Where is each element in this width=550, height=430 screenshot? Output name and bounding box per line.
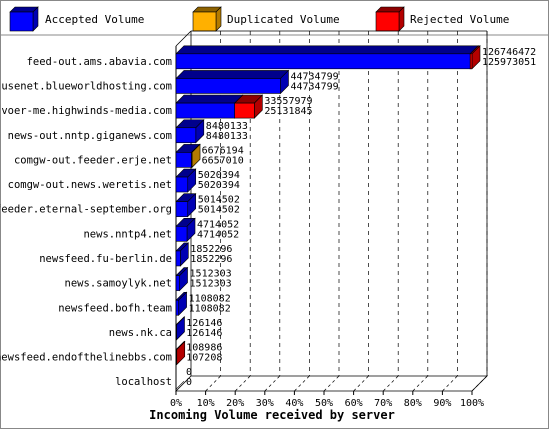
value-label-accepted: 1512303: [190, 279, 232, 290]
bar-segment-accepted-volume: [175, 192, 197, 218]
bar-segment-accepted-volume: [175, 119, 205, 144]
bar-segment-accepted-volume: [175, 242, 190, 267]
bar-empty: [175, 380, 185, 390]
x-tick-label: 30%: [256, 398, 274, 409]
value-label-accepted: 8480133: [206, 131, 248, 142]
value-label-accepted: 125973051: [482, 57, 536, 68]
value-label-accepted: 1108082: [189, 303, 231, 314]
value-label-accepted: 1852296: [190, 254, 232, 265]
value-label-accepted: 126146: [186, 328, 222, 339]
value-label-total: 1852296: [190, 244, 232, 255]
left-top-edge: [175, 30, 192, 47]
value-label-accepted: 44734799: [290, 81, 338, 92]
legend-item-duplicated: Duplicated Volume: [192, 6, 340, 32]
bar-segment-accepted-volume: [175, 94, 244, 119]
value-label-total: 4714052: [197, 219, 239, 230]
orange-cube-icon: [192, 6, 222, 32]
bar-segment-accepted-volume: [175, 291, 188, 316]
value-label-accepted: 107208: [186, 353, 222, 364]
category-label: comgw-out.news.weretis.net: [8, 179, 172, 191]
category-label: news.nntp4.net: [83, 228, 172, 240]
value-label-total: 5014502: [198, 195, 240, 206]
category-label: news.samoylyk.net: [65, 278, 172, 290]
red-cube-icon: [375, 6, 405, 32]
legend-item-rejected: Rejected Volume: [375, 6, 509, 32]
value-label-accepted: 5020394: [198, 180, 240, 191]
category-label: feed-out.ams.abavia.com: [27, 56, 172, 68]
bar-segment-rejected-volume: [233, 94, 264, 119]
bar-segment-rejected-volume: [469, 45, 481, 70]
category-label: news-out.nntp.giganews.com: [8, 130, 172, 142]
category-label: localhost: [115, 376, 172, 388]
value-label-total: 8480133: [206, 121, 248, 132]
x-tick-label: 100%: [460, 398, 484, 409]
bar-segment-accepted-volume: [175, 316, 186, 341]
bar-segment-rejected-volume: [175, 340, 186, 366]
bar-segment-accepted-volume: [175, 168, 197, 193]
legend-label-rejected: Rejected Volume: [410, 13, 509, 26]
x-tick-label: 60%: [345, 398, 363, 409]
value-label-total: 126746472: [482, 47, 536, 58]
legend-item-accepted: Accepted Volume: [9, 6, 144, 32]
bar-segment-accepted-volume: [175, 217, 196, 243]
value-label-total: 1108082: [189, 293, 231, 304]
value-label-total: 0: [186, 367, 192, 378]
category-label: newsfeed.bofh.team: [58, 302, 172, 314]
x-axis-title: Incoming Volume received by server: [149, 408, 395, 422]
bars: [175, 45, 481, 390]
category-label: voer-me.highwinds-media.com: [1, 105, 172, 117]
bar-segment-accepted-volume: [175, 69, 290, 95]
value-label-total: 1512303: [190, 269, 232, 280]
x-tick-label: 10%: [197, 398, 215, 409]
x-tick-label: 40%: [285, 398, 303, 409]
blue-cube-icon: [9, 6, 39, 32]
value-label-accepted: 0: [186, 377, 192, 388]
floor-plane: [175, 375, 488, 392]
category-label: comgw-out.feeder.erje.net: [14, 154, 172, 166]
x-tick-labels: 0% 10% 20% 30% 40% 50% 60% 70% 80% 90% 100%: [170, 398, 484, 409]
legend-label-accepted: Accepted Volume: [45, 13, 144, 26]
bar-segment-duplicated-volume: [190, 143, 201, 169]
value-label-total: 5020394: [198, 170, 240, 181]
x-tick-label: 80%: [404, 398, 422, 409]
legend-label-duplicated: Duplicated Volume: [227, 13, 340, 26]
category-label: newsfeed.endofthelinebbs.com: [0, 352, 172, 364]
x-tick-label: 70%: [374, 398, 392, 409]
bar-segment-accepted-volume: [175, 45, 479, 70]
bar-segment-accepted-volume: [175, 266, 189, 292]
value-label-total: 33557979: [264, 96, 312, 107]
category-label: feeder.eternal-september.org: [0, 204, 172, 216]
value-label-total: 126146: [186, 318, 222, 329]
category-label: newsfeed.fu-berlin.de: [39, 253, 172, 265]
x-tick-label: 90%: [433, 398, 451, 409]
value-label-total: 44734799: [290, 71, 338, 82]
axes: [175, 30, 488, 395]
value-label-accepted: 4714052: [197, 229, 239, 240]
value-label-total: 6676194: [202, 145, 244, 156]
category-labels: feed-out.ams.abavia.com usenet.blueworldh…: [0, 56, 172, 388]
value-label-accepted: 25131845: [264, 106, 312, 117]
value-label-accepted: 6657010: [202, 155, 244, 166]
legend: Accepted Volume Duplicated Volume Reject…: [9, 6, 509, 32]
x-tick-label: 50%: [315, 398, 333, 409]
x-tick-label: 0%: [170, 398, 182, 409]
category-label: news.nk.ca: [109, 327, 172, 339]
category-label: usenet.blueworldhosting.com: [1, 80, 172, 92]
x-tick-label: 20%: [226, 398, 244, 409]
value-label-accepted: 5014502: [198, 205, 240, 216]
value-label-total: 108986: [186, 343, 222, 354]
